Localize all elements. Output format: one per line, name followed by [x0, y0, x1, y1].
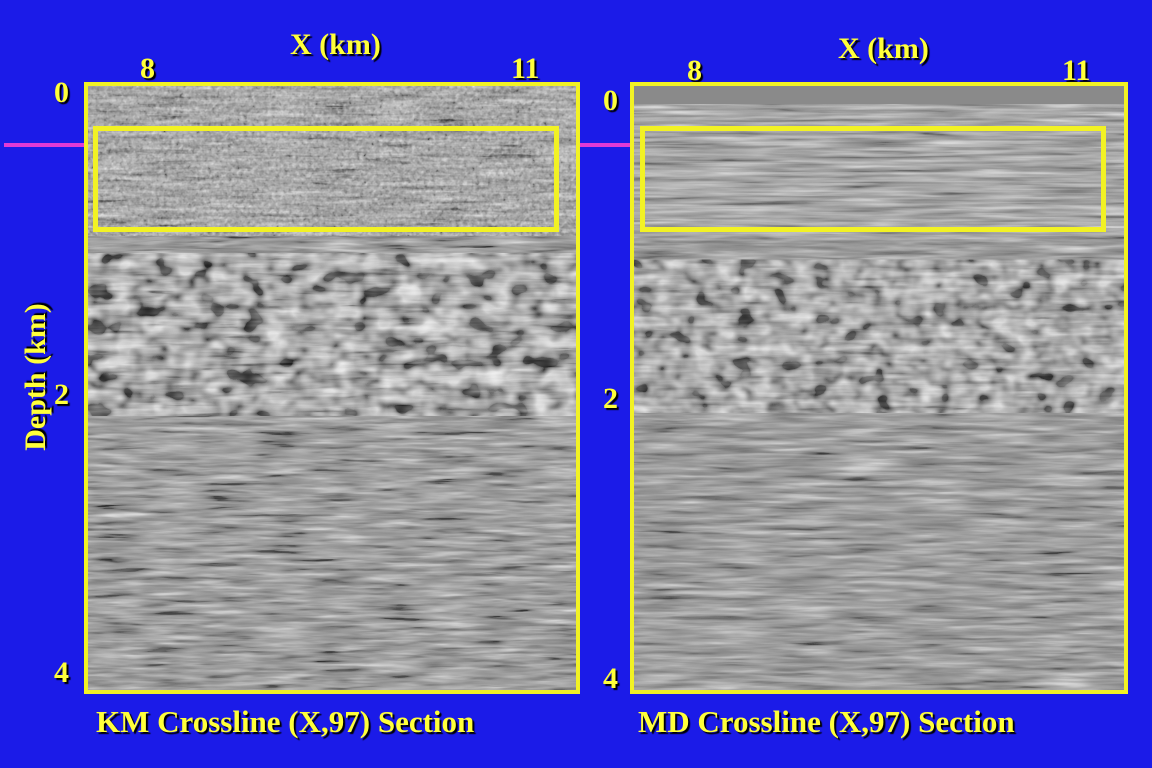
caption-km: KM Crossline (X,97) Section	[96, 704, 475, 739]
depth-marker-line-middle	[580, 143, 634, 147]
highlight-box-md	[640, 126, 1106, 232]
seismic-section-md	[630, 82, 1128, 694]
x-axis-title-right: X (km)	[838, 32, 929, 65]
y-tick-0-left: 0	[54, 76, 69, 109]
seismic-image-km	[88, 86, 576, 690]
y-tick-2-right: 2	[603, 382, 618, 415]
y-axis-title: Depth (km)	[19, 303, 52, 451]
depth-marker-line-left	[4, 143, 86, 147]
x-tick-11-right: 11	[1062, 54, 1091, 87]
caption-md: MD Crossline (X,97) Section	[638, 704, 1015, 739]
y-tick-4-left: 4	[54, 656, 69, 689]
x-tick-11-left: 11	[511, 52, 540, 85]
seismic-image-md	[634, 86, 1124, 690]
x-tick-8-right: 8	[687, 54, 702, 87]
y-tick-2-left: 2	[54, 378, 69, 411]
highlight-box-km	[93, 126, 559, 232]
seismic-section-km	[84, 82, 580, 694]
y-tick-4-right: 4	[603, 662, 618, 695]
x-axis-title-left: X (km)	[290, 28, 381, 61]
y-tick-0-right: 0	[603, 84, 618, 117]
x-tick-8-left: 8	[140, 52, 155, 85]
